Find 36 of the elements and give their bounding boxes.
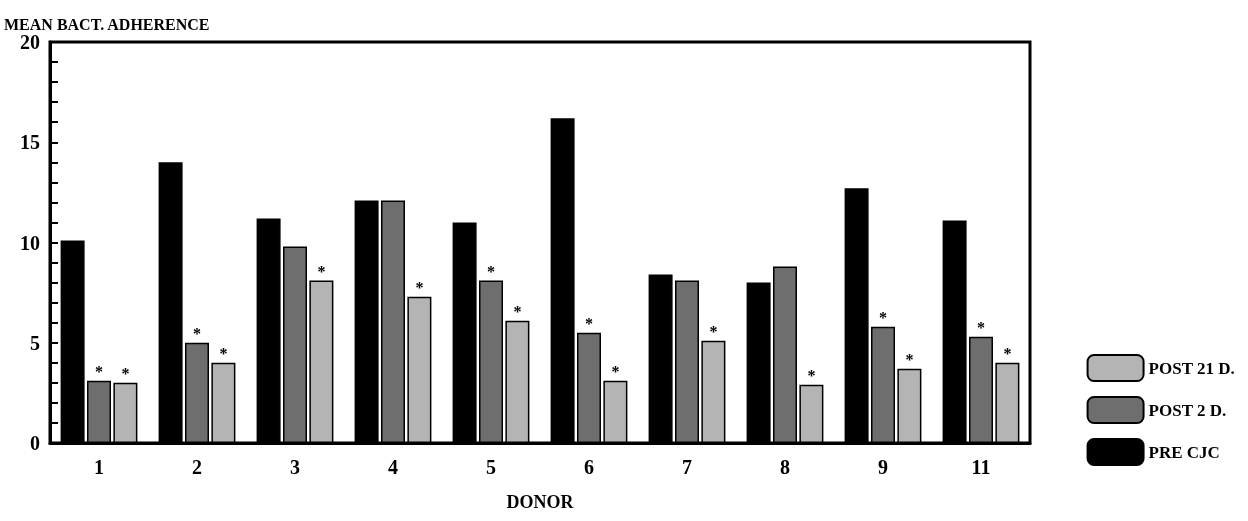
x-tick-label: 5 [486,456,496,478]
legend-label: POST 2 D. [1148,400,1227,420]
data-label: * [317,263,326,281]
x-tick-label: 4 [388,456,398,478]
x-tick-label: 9 [878,456,888,478]
data-label: * [415,279,424,297]
data-label: * [219,345,228,363]
data-label: * [1003,345,1012,363]
data-label: * [905,351,914,369]
y-tick-label: 5 [30,331,40,354]
x-tick-label: 7 [682,456,692,478]
y-tick-label: 10 [20,231,40,254]
data-label: * [709,323,718,341]
data-label: * [585,315,593,333]
y-tick-label: 20 [20,31,40,53]
data-label: * [487,263,495,281]
data-label: * [807,367,816,385]
data-label: * [977,319,985,337]
y-tick-label: 15 [20,131,40,154]
data-label: * [193,325,201,343]
legend-label: PRE CJC [1148,442,1220,462]
y-axis-title: MEAN BACT. ADHERENCE [4,15,210,33]
data-label: * [879,309,887,327]
data-label: * [611,363,620,381]
x-tick-label: 8 [780,456,790,478]
x-tick-label: 11 [971,456,991,478]
y-tick-label: 0 [30,432,40,454]
data-label: * [121,365,130,383]
x-axis-title: DONOR [506,492,575,512]
x-tick-label: 6 [584,456,594,478]
data-label: * [95,363,103,381]
x-tick-label: 2 [192,456,202,478]
x-tick-label: 1 [94,456,104,478]
data-label: * [513,303,522,321]
x-tick-label: 3 [290,456,300,478]
legend-label: POST 21 D. [1148,358,1235,378]
